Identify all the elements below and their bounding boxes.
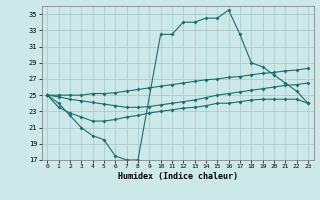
X-axis label: Humidex (Indice chaleur): Humidex (Indice chaleur) <box>118 172 237 181</box>
